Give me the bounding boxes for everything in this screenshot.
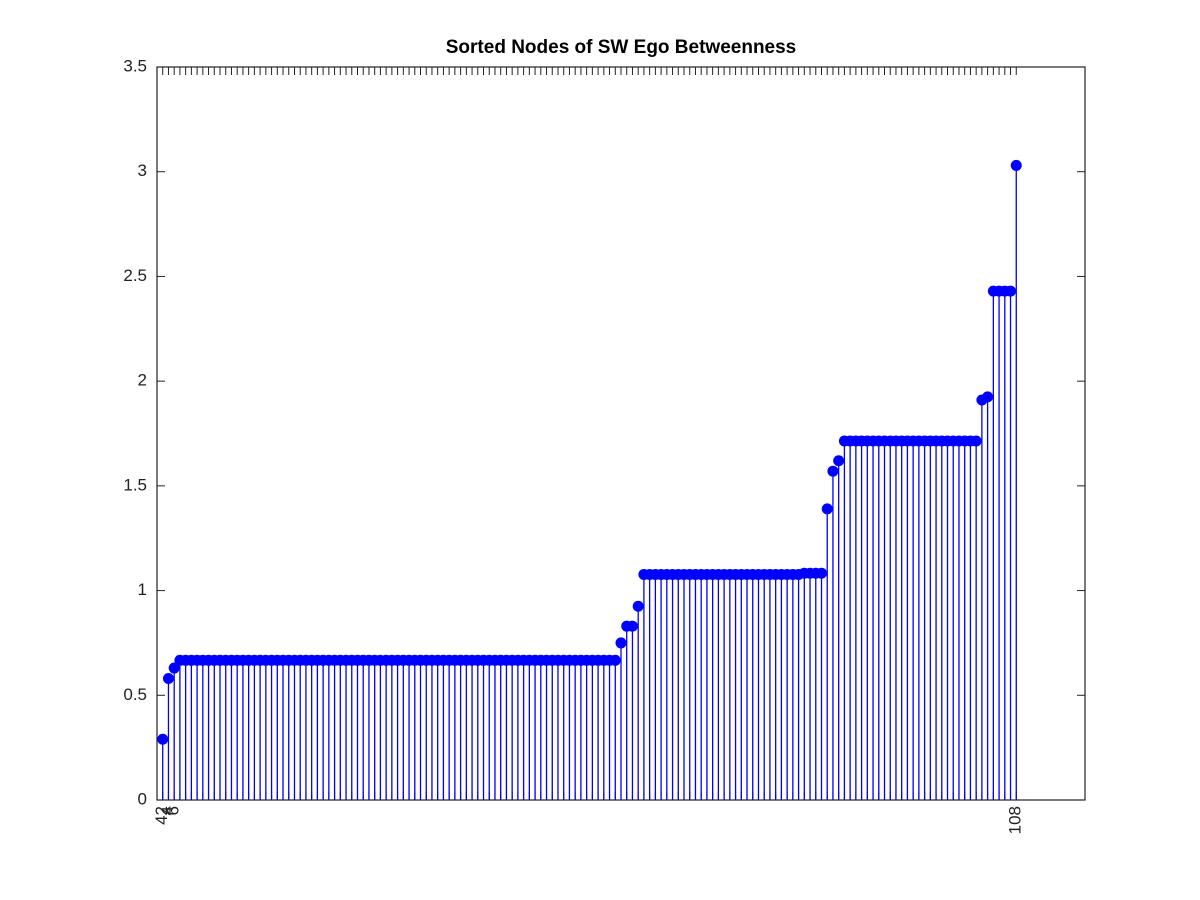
stem-marker	[815, 567, 827, 579]
x-tick-label: 108	[1006, 806, 1025, 834]
stem-marker	[615, 637, 627, 649]
stem-marker	[1005, 285, 1017, 297]
stem-marker	[833, 455, 845, 467]
stem-marker	[632, 600, 644, 612]
stem-marker	[970, 435, 982, 447]
stem-marker	[168, 662, 180, 674]
stem-marker	[821, 503, 833, 515]
x-tick-label: 4	[158, 806, 177, 815]
stem-marker	[1010, 159, 1022, 171]
chart-title: Sorted Nodes of SW Ego Betweenness	[446, 37, 797, 58]
stem-marker	[157, 733, 169, 745]
y-tick-label: 2	[138, 371, 147, 390]
stem-marker	[626, 620, 638, 632]
stem-marker	[827, 465, 839, 477]
stem-marker	[982, 391, 994, 403]
plot-frame	[156, 66, 1086, 801]
x-tick-label: 42	[152, 806, 171, 825]
y-tick-label: 1	[138, 580, 147, 599]
y-tick-label: 1.5	[123, 475, 147, 494]
x-tick-label: 6	[164, 806, 183, 815]
y-tick-label: 3.5	[123, 56, 147, 75]
y-tick-label: 2.5	[123, 266, 147, 285]
y-tick-label: 3	[138, 161, 147, 180]
y-tick-label: 0	[138, 789, 147, 808]
stem-marker	[162, 673, 174, 685]
y-tick-label: 0.5	[123, 685, 147, 704]
stem-marker	[609, 654, 621, 666]
